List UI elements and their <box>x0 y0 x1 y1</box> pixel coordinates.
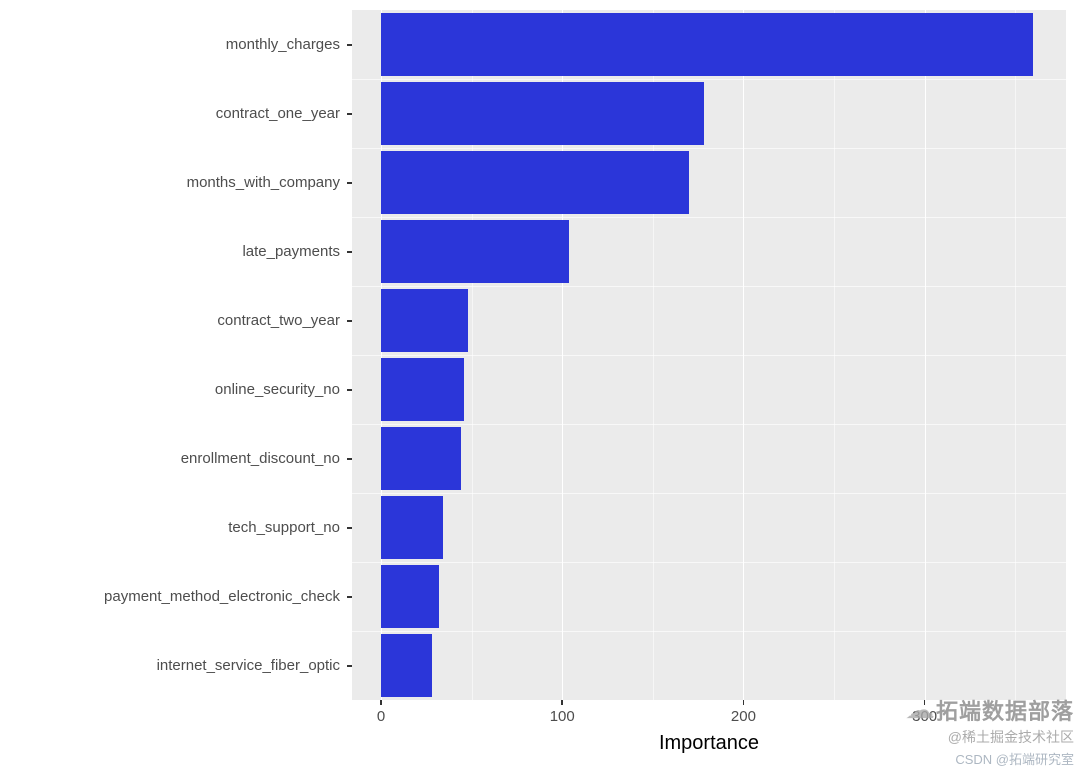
y-axis-label-payment_method_electronic_check: payment_method_electronic_check <box>104 587 340 605</box>
gridline-horizontal <box>352 148 1066 149</box>
x-axis-tick <box>742 700 745 705</box>
bar-payment_method_electronic_check <box>380 565 439 628</box>
x-axis-label-200: 200 <box>730 708 756 725</box>
bar-enrollment_discount_no <box>380 427 461 490</box>
bar-contract_one_year <box>380 82 704 145</box>
y-axis-label-enrollment_discount_no: enrollment_discount_no <box>180 449 340 467</box>
gridline-horizontal <box>352 562 1066 563</box>
y-axis-label-late_payments: late_payments <box>242 242 340 260</box>
gridline-horizontal <box>352 631 1066 632</box>
y-axis-tick <box>347 665 352 667</box>
bar-months_with_company <box>380 151 690 214</box>
y-axis-tick <box>347 44 352 46</box>
y-axis-tick <box>347 596 352 598</box>
gridline-horizontal <box>352 355 1066 356</box>
x-axis-tick <box>923 700 926 705</box>
y-axis-label-monthly_charges: monthly_charges <box>225 35 340 53</box>
y-axis-tick <box>347 458 352 460</box>
bar-late_payments <box>380 220 570 283</box>
y-axis-label-months_with_company: months_with_company <box>186 173 340 191</box>
y-axis-label-internet_service_fiber_optic: internet_service_fiber_optic <box>156 656 340 674</box>
bar-monthly_charges <box>380 13 1034 76</box>
watermark: ☁ 拓端数据部落 @稀土掘金技术社区 CSDN @拓端研究室 <box>784 694 1074 768</box>
y-axis-label-contract_one_year: contract_one_year <box>215 104 340 122</box>
y-axis-tick <box>347 113 352 115</box>
y-axis-tick <box>347 389 352 391</box>
y-axis-label-tech_support_no: tech_support_no <box>228 518 340 536</box>
bar-online_security_no <box>380 358 465 421</box>
plot-panel <box>352 10 1066 700</box>
x-axis-tick <box>380 700 382 705</box>
y-axis-tick <box>347 182 352 184</box>
y-axis-label-contract_two_year: contract_two_year <box>217 311 340 329</box>
y-axis-tick <box>347 527 352 529</box>
bar-internet_service_fiber_optic <box>380 634 432 697</box>
gridline-horizontal <box>352 217 1066 218</box>
gridline-horizontal <box>352 493 1066 494</box>
gridline-horizontal <box>352 286 1066 287</box>
x-axis-tick <box>561 700 563 705</box>
y-axis-label-online_security_no: online_security_no <box>214 380 340 398</box>
bar-tech_support_no <box>380 496 443 559</box>
bar-contract_two_year <box>380 289 468 352</box>
y-axis-tick <box>347 251 352 253</box>
gridline-horizontal <box>352 79 1066 80</box>
y-axis-tick <box>347 320 352 322</box>
gridline-horizontal <box>352 424 1066 425</box>
x-axis-label-100: 100 <box>549 708 575 725</box>
x-axis-label-300: 300 <box>912 708 938 725</box>
x-axis-label-0: 0 <box>376 708 386 725</box>
x-axis-title: Importance <box>658 732 760 754</box>
